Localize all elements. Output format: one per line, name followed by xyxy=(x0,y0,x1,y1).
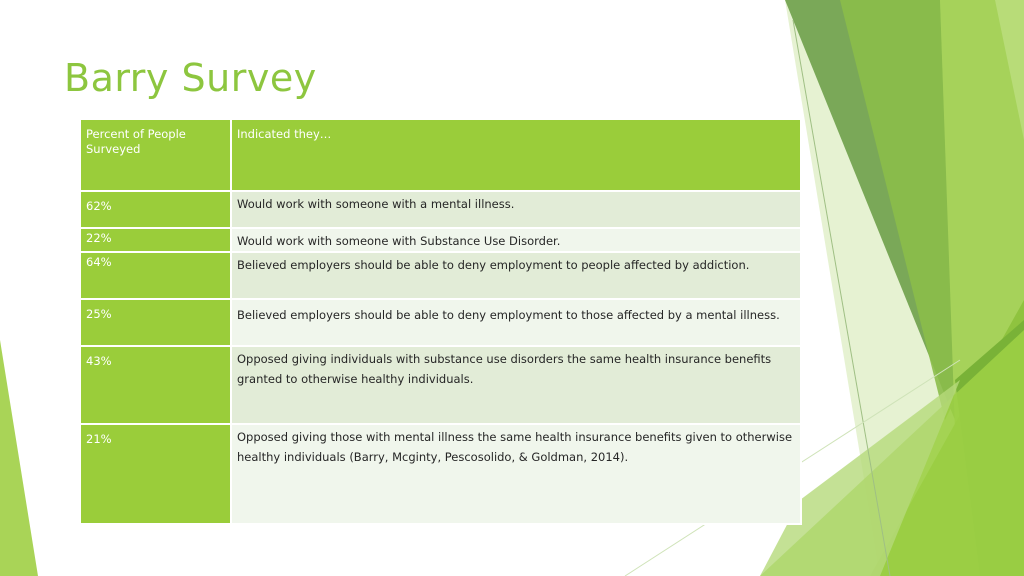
table-row: 43% Opposed giving individuals with subs… xyxy=(79,345,802,425)
table-row: 25% Believed employers should be able to… xyxy=(79,298,802,347)
table-header-row: Percent of People Surveyed Indicated the… xyxy=(79,118,802,192)
row-text: Believed employers should be able to den… xyxy=(230,251,802,300)
table-row: 64% Believed employers should be able to… xyxy=(79,251,802,300)
row-text: Opposed giving those with mental illness… xyxy=(230,423,802,525)
row-percent: 43% xyxy=(79,345,232,425)
row-text: Would work with someone with Substance U… xyxy=(230,227,802,253)
row-text: Would work with someone with a mental il… xyxy=(230,190,802,229)
slide-title: Barry Survey xyxy=(64,56,317,100)
header-indicated: Indicated they… xyxy=(230,118,802,192)
table-row: 62% Would work with someone with a menta… xyxy=(79,190,802,229)
row-percent: 64% xyxy=(79,251,232,300)
header-percent: Percent of People Surveyed xyxy=(79,118,232,192)
row-percent: 25% xyxy=(79,298,232,347)
table-row: 22% Would work with someone with Substan… xyxy=(79,227,802,253)
row-percent: 21% xyxy=(79,423,232,525)
row-text: Believed employers should be able to den… xyxy=(230,298,802,347)
survey-table: Percent of People Surveyed Indicated the… xyxy=(79,118,802,525)
table-row: 21% Opposed giving those with mental ill… xyxy=(79,423,802,525)
row-percent: 62% xyxy=(79,190,232,229)
row-percent: 22% xyxy=(79,227,232,253)
row-text: Opposed giving individuals with substanc… xyxy=(230,345,802,425)
